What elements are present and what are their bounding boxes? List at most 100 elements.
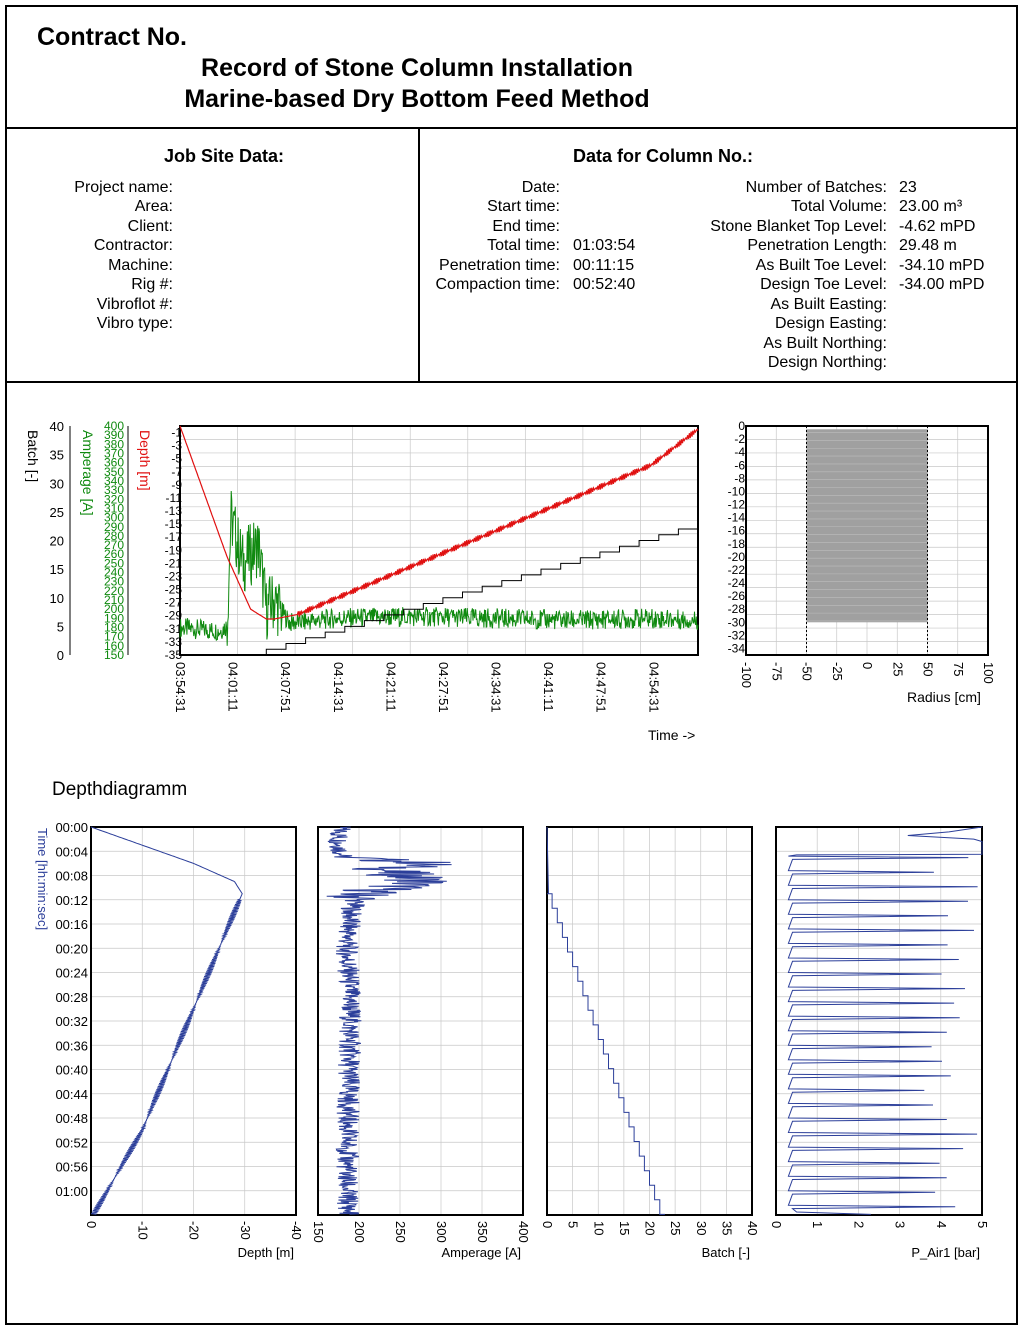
- depthdiagram-time-tick-label: 00:00: [55, 820, 88, 835]
- time-chart-frame: [179, 425, 699, 656]
- report-header: Contract No. Record of Stone Column Inst…: [7, 7, 1016, 129]
- amperage-tick-label: 360: [104, 456, 124, 470]
- amperage-tick-label: 260: [104, 547, 124, 561]
- amperage-tick-label: 350: [104, 465, 124, 479]
- radius-tick-label: 100: [981, 662, 996, 684]
- depthdiagram-panel-frame: [546, 826, 753, 1216]
- radius-depth-tick-label: 0: [738, 419, 745, 433]
- radius-depth-tick-label: -22: [728, 563, 746, 577]
- depthdiagram-x-tick-label: -10: [135, 1221, 150, 1240]
- depth-series-line: [179, 425, 699, 620]
- compaction-time-value: 00:52:40: [573, 276, 636, 293]
- depthdiagram-x-tick-label: -20: [187, 1221, 202, 1240]
- radius-tick-label: 50: [921, 662, 936, 676]
- radius-chart-frame: [745, 425, 989, 656]
- depth-tick-label: -21: [165, 556, 183, 570]
- column-right-label: As Built Northing:: [763, 335, 887, 352]
- column-left-label: Start time:: [487, 198, 560, 215]
- job-site-label: Contractor:: [93, 237, 173, 254]
- amperage-tick-label: 220: [104, 584, 124, 598]
- amperage-tick-label: 300: [104, 511, 124, 525]
- amperage-tick-label: 390: [104, 428, 124, 442]
- column-right-label: Total Volume:: [790, 198, 887, 215]
- contract-number-label: Contract No.: [37, 23, 187, 51]
- depthdiagram-x-tick-label: 400: [516, 1221, 531, 1243]
- depthdiagram-panel-frame: [317, 826, 524, 1216]
- depth-tick-label: -23: [165, 569, 183, 583]
- total-volume-value: 23.00 m³: [899, 198, 963, 215]
- depth-axis-label: Depth [m]: [137, 430, 153, 491]
- depthdiagram-time-tick-label: 00:48: [55, 1111, 88, 1126]
- depthdiagram-x-axis-label: Depth [m]: [238, 1245, 294, 1260]
- depthdiagram-x-tick-label: 10: [591, 1221, 606, 1235]
- amperage-tick-label: 240: [104, 566, 124, 580]
- job-site-title: Job Site Data:: [164, 146, 285, 166]
- depthdiagram-x-tick-label: 5: [566, 1221, 581, 1228]
- radius-tick-label: 75: [951, 662, 966, 676]
- amperage-tick-label: 160: [104, 639, 124, 653]
- report-title-line2: Marine-based Dry Bottom Feed Method: [184, 85, 650, 113]
- job-site-label: Machine:: [108, 257, 173, 274]
- radius-tick-label: -75: [769, 662, 784, 681]
- radius-axis-label: Radius [cm]: [907, 689, 981, 705]
- amperage-tick-label: 320: [104, 492, 124, 506]
- batch-tick-label: 15: [50, 562, 64, 577]
- depthdiagram-series-line: [546, 826, 665, 1215]
- radius-depth-tick-label: -18: [728, 537, 746, 551]
- amperage-tick-label: 370: [104, 446, 124, 460]
- radius-depth-tick-label: -10: [728, 484, 746, 498]
- depthdiagram-series-line: [326, 826, 452, 1215]
- depthdiagram-x-tick-label: 4: [934, 1221, 949, 1228]
- depthdiagram-x-tick-label: 200: [352, 1221, 367, 1243]
- time-axis-label: Time ->: [648, 727, 695, 743]
- radius-depth-tick-label: -28: [728, 602, 746, 616]
- time-tick-label: 04:47:51: [594, 662, 609, 713]
- depth-tick-label: -33: [165, 635, 183, 649]
- radius-depth-tick-label: -6: [734, 458, 745, 472]
- depthdiagram-x-tick-label: 35: [719, 1221, 734, 1235]
- depthdiagram-x-tick-label: 15: [617, 1221, 632, 1235]
- batch-tick-label: 5: [57, 619, 64, 634]
- amperage-tick-label: 210: [104, 593, 124, 607]
- radius-depth-tick-label: -20: [728, 550, 746, 564]
- depth-tick-label: -13: [165, 504, 183, 518]
- penetration-time-value: 00:11:15: [573, 257, 635, 274]
- depthdiagram-x-axis-label: Amperage [A]: [442, 1245, 522, 1260]
- batch-series-line: [180, 523, 699, 656]
- depthdiagram-time-tick-label: 00:24: [55, 966, 88, 981]
- radius-tick-label: 25: [890, 662, 905, 676]
- column-right-label: Number of Batches:: [745, 179, 887, 196]
- depth-tick-label: -1: [171, 426, 182, 440]
- depthdiagram-time-tick-label: 00:16: [55, 917, 88, 932]
- time-tick-label: 03:54:31: [173, 662, 188, 713]
- amperage-tick-label: 200: [104, 602, 124, 616]
- depthdiagram-x-tick-label: 5: [975, 1221, 990, 1228]
- depthdiagram-x-tick-label: 350: [475, 1221, 490, 1243]
- stone-column-fill: [806, 429, 928, 623]
- depthdiagram-x-tick-label: 25: [668, 1221, 683, 1235]
- depthdiagram-time-tick-label: 00:28: [55, 990, 88, 1005]
- depth-tick-label: -19: [165, 543, 183, 557]
- amperage-tick-label: 280: [104, 529, 124, 543]
- batch-tick-label: 10: [50, 591, 64, 606]
- amperage-tick-label: 400: [104, 419, 124, 433]
- depth-tick-label: -9: [171, 478, 182, 492]
- depth-tick-label: -27: [165, 596, 183, 610]
- radius-tick-label: -100: [739, 662, 754, 688]
- depthdiagram-x-tick-label: -30: [238, 1221, 253, 1240]
- depthdiagram-panel-frame: [90, 826, 297, 1216]
- column-left-label: Compaction time:: [435, 276, 561, 293]
- design-toe-value: -34.00 mPD: [899, 276, 985, 293]
- depthdiagram-x-tick-label: 250: [393, 1221, 408, 1243]
- info-divider: [418, 129, 420, 381]
- depth-tick-label: -3: [171, 439, 182, 453]
- amperage-tick-label: 310: [104, 501, 124, 515]
- amperage-tick-label: 330: [104, 483, 124, 497]
- radius-depth-tick-label: -16: [728, 524, 746, 538]
- amperage-tick-label: 290: [104, 520, 124, 534]
- depthdiagram-time-tick-label: 00:08: [55, 869, 88, 884]
- depthdiagram-title: Depthdiagramm: [52, 779, 187, 800]
- amperage-tick-label: 380: [104, 437, 124, 451]
- depthdiagram-x-tick-label: 0: [84, 1221, 99, 1228]
